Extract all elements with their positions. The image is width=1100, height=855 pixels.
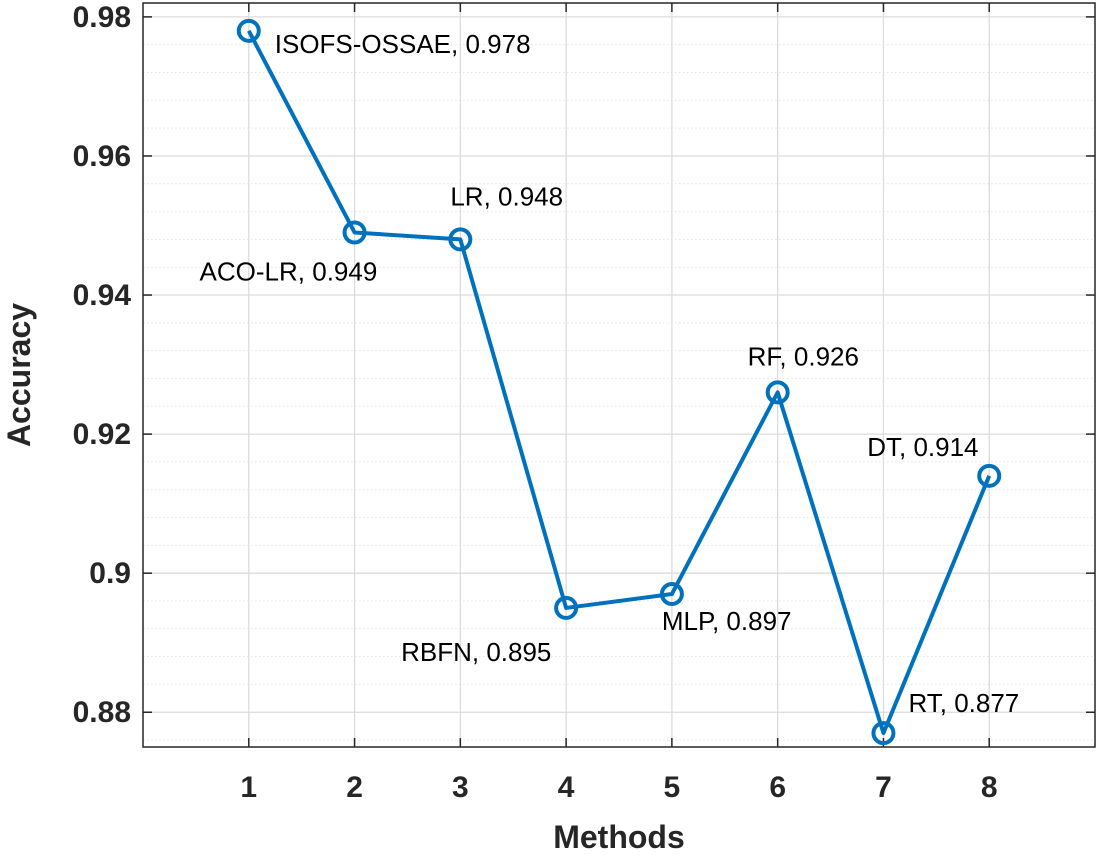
- data-point-marker: [765, 380, 790, 405]
- data-point-marker: [871, 721, 896, 746]
- x-tick-label: 5: [664, 771, 681, 804]
- axis-ticks: 0.88 0.9 0.92 0.94 0.96 0.98 1 2 3 4 5 6 7 8: [73, 1, 1095, 804]
- data-point-marker: [977, 463, 1002, 488]
- x-tick-label: 4: [558, 771, 575, 804]
- y-tick-label: 0.96: [73, 140, 131, 173]
- data-point-marker: [448, 227, 473, 252]
- y-tick-label: 0.9: [89, 557, 131, 590]
- data-label: ACO-LR, 0.949: [200, 256, 378, 286]
- grid: [143, 3, 1095, 747]
- plot-area: [143, 3, 1095, 747]
- y-tick-label: 0.94: [73, 279, 132, 312]
- data-label: ISOFS-OSSAE, 0.978: [275, 29, 531, 59]
- data-label: RBFN, 0.895: [401, 637, 551, 667]
- y-tick-label: 0.88: [73, 696, 131, 729]
- plot-frame: [142, 2, 1096, 748]
- series: [236, 18, 1002, 746]
- x-tick-label: 7: [875, 771, 892, 804]
- series-line: [247, 29, 992, 736]
- x-tick-label: 2: [346, 771, 363, 804]
- data-label: RF, 0.926: [748, 341, 859, 371]
- y-axis-title: Accuracy: [1, 303, 37, 447]
- data-label: MLP, 0.897: [662, 606, 792, 636]
- data-label: LR, 0.948: [450, 181, 563, 211]
- x-tick-label: 1: [240, 771, 257, 804]
- data-point-marker: [659, 582, 684, 607]
- y-tick-label: 0.98: [73, 1, 131, 34]
- x-tick-label: 6: [769, 771, 786, 804]
- data-labels: ISOFS-OSSAE, 0.978 ACO-LR, 0.949 LR, 0.948…: [200, 29, 1020, 718]
- data-point-marker: [342, 220, 367, 245]
- data-point-marker: [236, 18, 261, 43]
- x-axis-title: Methods: [553, 819, 685, 855]
- data-label: RT, 0.877: [908, 688, 1019, 718]
- x-tick-label: 3: [452, 771, 469, 804]
- data-point-marker: [554, 595, 579, 620]
- data-label: DT, 0.914: [867, 432, 978, 462]
- x-tick-label: 8: [981, 771, 998, 804]
- y-tick-label: 0.92: [73, 418, 131, 451]
